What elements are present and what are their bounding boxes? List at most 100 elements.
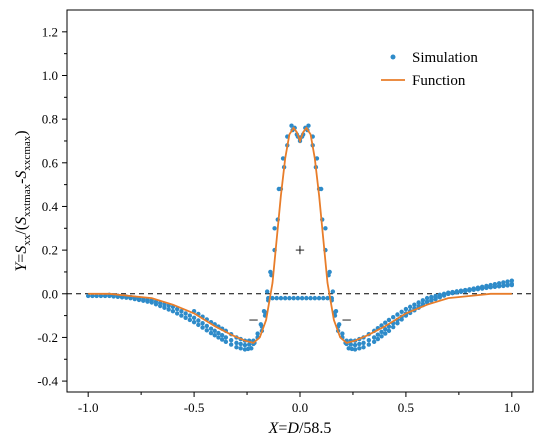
simulation-point — [420, 301, 426, 307]
simulation-point — [433, 293, 438, 299]
simulation-point — [467, 287, 472, 292]
simulation-point — [475, 286, 481, 291]
simulation-point — [158, 303, 163, 309]
simulation-point — [379, 329, 384, 335]
simulation-point — [471, 286, 476, 292]
legend: Simulation Function — [381, 50, 478, 89]
function-curve — [88, 126, 512, 344]
simulation-point — [505, 279, 510, 284]
simulation-point — [479, 285, 485, 291]
y-axis-title: Y=Sxx/(Sxxtmax-Sxxcmax) — [13, 130, 33, 271]
simulation-point — [429, 294, 434, 300]
y-tick-label: 0.0 — [42, 286, 58, 301]
annotation-sign: + — [295, 240, 305, 260]
simulation-point — [234, 345, 239, 350]
simulation-point — [166, 307, 171, 312]
x-axis-ticks: -1.0 -0.5 0.0 0.5 1.0 — [78, 392, 520, 415]
simulation-point — [219, 337, 225, 342]
y-tick-label: -0.4 — [37, 374, 58, 389]
simulation-point — [488, 285, 493, 290]
simulation-point — [416, 300, 421, 305]
simulation-point — [371, 339, 377, 344]
y-tick-label: 0.2 — [42, 243, 58, 258]
annotation-sign: − — [248, 310, 258, 330]
simulation-point — [274, 295, 279, 301]
simulation-point — [282, 295, 288, 301]
simulation-point — [366, 337, 372, 343]
annotation-sign: − — [342, 310, 352, 330]
y-tick-label: 0.8 — [42, 112, 58, 127]
simulation-point — [383, 320, 388, 325]
simulation-point — [174, 306, 180, 312]
x-tick-label: -0.5 — [184, 400, 205, 415]
simulation-point — [361, 345, 366, 350]
simulation-point — [216, 330, 221, 336]
simulation-point — [270, 295, 275, 301]
simulation-point — [223, 339, 229, 344]
simulation-point — [255, 331, 260, 336]
simulation-point — [191, 315, 197, 320]
simulation-point — [212, 333, 217, 338]
y-tick-label: 1.2 — [42, 24, 58, 39]
simulation-point — [437, 292, 442, 298]
simulation-point — [316, 295, 322, 301]
simulation-point — [170, 309, 176, 314]
simulation-point — [383, 327, 388, 332]
simulation-point — [291, 295, 296, 301]
simulation-point — [403, 306, 409, 312]
simulation-point — [306, 123, 311, 128]
x-tick-label: 0.5 — [398, 400, 414, 415]
simulation-point — [357, 346, 362, 351]
simulation-point — [383, 331, 388, 336]
y-axis-ticks: -0.4 -0.2 0.0 0.2 0.4 0.6 0.8 1.0 1.2 — [37, 24, 67, 389]
simulation-point — [228, 337, 234, 343]
simulation-point — [191, 319, 197, 325]
annotations: + − − — [248, 240, 351, 330]
simulation-point — [399, 309, 404, 314]
simulation-point — [458, 288, 464, 293]
simulation-point — [321, 295, 326, 301]
simulation-point — [246, 342, 252, 347]
simulation-point — [348, 342, 354, 347]
simulation-point — [102, 293, 108, 299]
simulation-point — [223, 335, 229, 340]
simulation-point — [204, 323, 209, 329]
simulation-point — [325, 295, 330, 301]
simulation-point — [492, 284, 498, 289]
simulation-point — [208, 330, 214, 336]
simulation-point — [287, 295, 292, 301]
simulation-point — [219, 333, 225, 338]
legend-simulation-label: Simulation — [412, 50, 478, 66]
y-tick-label: 1.0 — [42, 68, 58, 83]
simulation-point — [200, 325, 205, 330]
legend-function-label: Function — [412, 73, 466, 89]
simulation-point — [264, 289, 270, 294]
simulation-series — [85, 123, 515, 352]
simulation-point — [496, 284, 502, 289]
simulation-point — [501, 283, 506, 289]
simulation-point — [395, 321, 400, 326]
simulation-point — [424, 299, 430, 304]
legend-simulation-marker — [390, 54, 396, 60]
simulation-point — [228, 342, 234, 347]
simulation-point — [509, 282, 515, 288]
simulation-point — [183, 311, 188, 316]
simulation-point — [208, 326, 214, 331]
x-tick-label: 1.0 — [504, 400, 520, 415]
simulation-point — [424, 295, 430, 301]
simulation-point — [308, 295, 313, 301]
simulation-point — [352, 342, 358, 348]
simulation-point — [441, 291, 447, 296]
simulation-point — [183, 315, 188, 320]
simulation-point — [379, 323, 384, 328]
simulation-point — [386, 317, 392, 323]
simulation-point — [357, 341, 362, 347]
simulation-point — [371, 335, 377, 340]
simulation-point — [249, 346, 254, 351]
simulation-point — [238, 341, 243, 347]
simulation-point — [314, 156, 320, 161]
simulation-point — [352, 347, 358, 352]
simulation-point — [407, 304, 413, 310]
simulation-point — [375, 336, 381, 342]
